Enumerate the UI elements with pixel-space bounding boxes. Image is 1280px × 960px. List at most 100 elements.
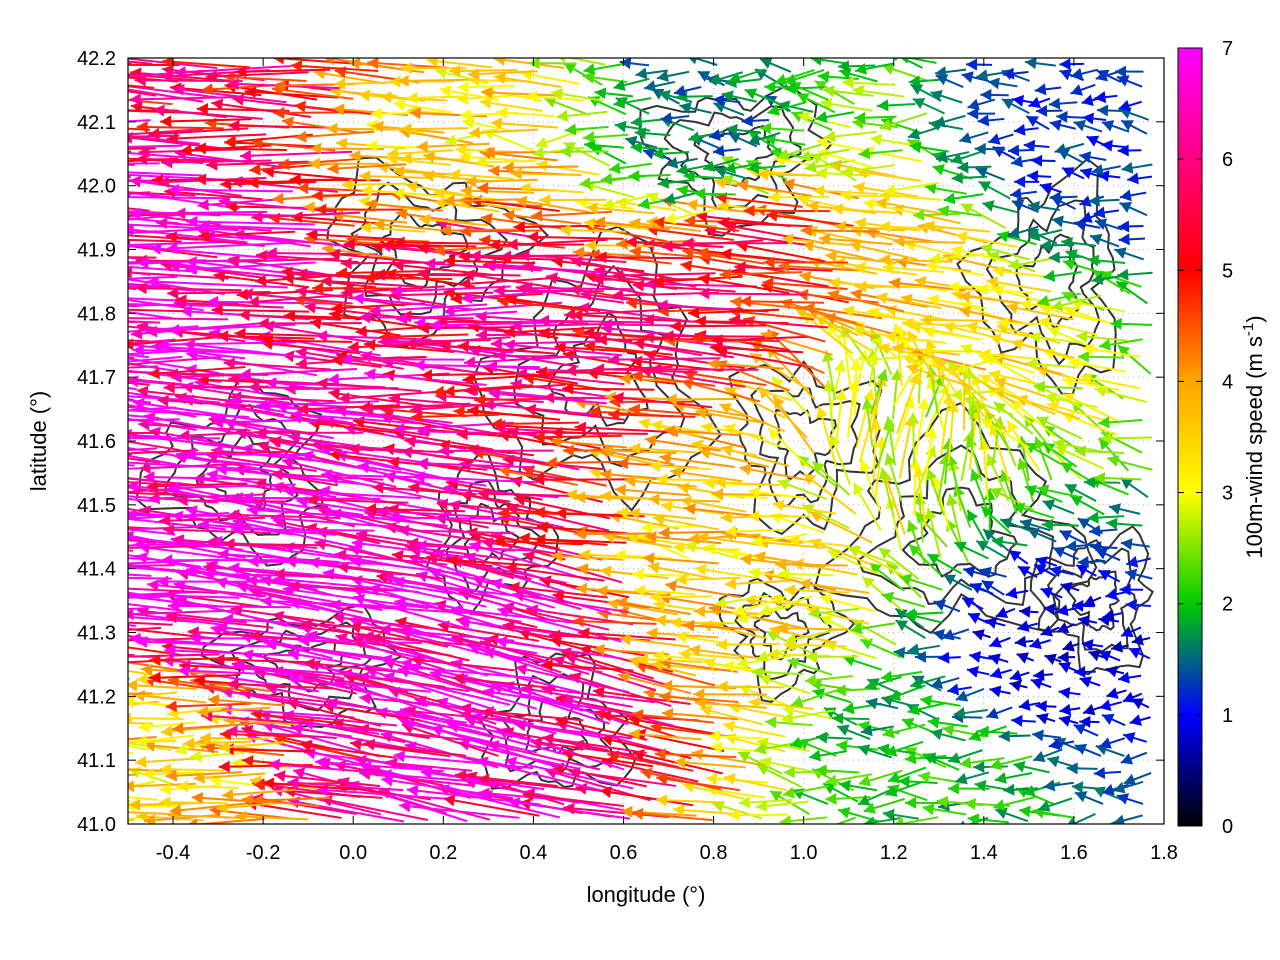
wind-arrowhead <box>348 58 361 70</box>
wind-arrowhead <box>329 599 341 612</box>
wind-arrowhead <box>165 700 177 713</box>
wind-vector <box>698 276 790 295</box>
wind-arrowhead <box>554 341 566 354</box>
wind-vector <box>518 630 612 658</box>
wind-arrowhead <box>320 275 332 288</box>
wind-arrowhead <box>283 785 296 798</box>
wind-vector <box>766 213 854 227</box>
wind-arrowhead <box>172 83 185 96</box>
wind-arrowhead <box>794 307 808 319</box>
wind-arrowhead <box>433 244 445 257</box>
wind-arrowhead <box>950 152 964 165</box>
wind-arrowhead <box>907 412 920 424</box>
wind-arrowhead <box>393 165 405 178</box>
wind-arrowhead <box>1030 677 1044 690</box>
wind-arrowhead <box>997 316 1009 329</box>
wind-arrowhead <box>400 62 412 75</box>
wind-arrowhead <box>477 773 490 786</box>
wind-arrowhead <box>770 790 783 802</box>
wind-vector <box>514 723 632 740</box>
wind-arrowhead <box>810 58 822 66</box>
wind-arrowhead <box>89 388 100 400</box>
wind-arrowhead <box>712 144 725 157</box>
wind-arrowhead <box>47 370 59 382</box>
wind-arrowhead <box>617 506 629 519</box>
wind-vector <box>522 264 634 281</box>
wind-arrowhead <box>228 373 240 386</box>
wind-vector <box>211 418 333 424</box>
wind-arrowhead <box>144 814 156 824</box>
wind-vector <box>650 368 759 371</box>
wind-vector <box>262 169 357 181</box>
wind-arrowhead <box>582 71 595 84</box>
wind-arrowhead <box>460 184 472 197</box>
wind-arrowhead <box>256 399 268 412</box>
wind-vector <box>504 759 634 790</box>
wind-arrowhead <box>720 511 732 524</box>
wind-arrowhead <box>395 208 408 221</box>
wind-vector <box>426 59 493 69</box>
wind-arrowhead <box>852 85 865 97</box>
wind-vector <box>958 294 1029 305</box>
wind-arrowhead <box>1123 732 1136 744</box>
wind-vector <box>221 689 338 709</box>
wind-vector <box>128 722 154 725</box>
wind-arrowhead <box>683 619 695 632</box>
wind-arrowhead <box>629 245 642 258</box>
wind-arrowhead <box>855 62 867 75</box>
wind-arrowhead <box>94 204 105 216</box>
wind-arrowhead <box>64 274 75 286</box>
wind-arrowhead <box>1118 671 1130 684</box>
wind-arrowhead <box>644 80 657 92</box>
wind-vector <box>239 367 358 376</box>
wind-arrowhead <box>909 457 922 470</box>
wind-arrowhead <box>768 191 780 204</box>
wind-vector <box>216 801 285 810</box>
wind-arrowhead <box>1028 200 1040 213</box>
wind-vector <box>128 595 224 608</box>
wind-arrowhead <box>1014 635 1027 648</box>
x-tick-label: 0.8 <box>700 842 728 864</box>
wind-arrowhead <box>159 514 171 527</box>
wind-arrowhead <box>494 349 506 362</box>
wind-arrowhead <box>503 325 516 338</box>
wind-vector <box>306 498 409 504</box>
wind-arrowhead <box>290 60 303 73</box>
wind-arrowhead <box>174 207 186 220</box>
wind-arrowhead <box>662 330 674 343</box>
wind-arrowhead <box>39 300 50 312</box>
wind-arrowhead <box>199 732 211 745</box>
wind-arrowhead <box>814 80 828 92</box>
wind-arrowhead <box>129 798 141 811</box>
wind-arrowhead <box>257 317 269 330</box>
wind-arrowhead <box>1117 268 1129 281</box>
wind-vector <box>781 237 851 247</box>
wind-arrowhead <box>716 680 728 693</box>
wind-arrowhead <box>5 313 16 325</box>
wind-arrowhead <box>725 525 737 538</box>
wind-arrowhead <box>781 711 794 724</box>
wind-vector <box>128 507 150 514</box>
wind-vector <box>331 302 426 310</box>
wind-arrowhead <box>254 274 267 287</box>
wind-arrowhead <box>593 216 606 229</box>
wind-vector <box>169 86 262 97</box>
wind-arrowhead <box>760 330 774 343</box>
wind-arrowhead <box>724 162 737 174</box>
wind-vector <box>128 549 134 552</box>
wind-arrowhead <box>153 104 165 117</box>
wind-arrowhead <box>81 525 92 537</box>
wind-arrowhead <box>1041 518 1054 531</box>
wind-vector <box>235 815 309 821</box>
wind-vector <box>920 318 988 322</box>
wind-vector <box>348 447 454 454</box>
wind-vector <box>475 315 589 325</box>
wind-vector <box>167 604 292 609</box>
wind-arrowhead <box>823 379 835 392</box>
wind-vector <box>164 190 263 201</box>
wind-arrowhead <box>555 507 567 520</box>
wind-arrowhead <box>1009 669 1023 682</box>
wind-arrowhead <box>748 133 761 146</box>
wind-vector <box>628 658 697 677</box>
wind-vector <box>694 701 767 709</box>
